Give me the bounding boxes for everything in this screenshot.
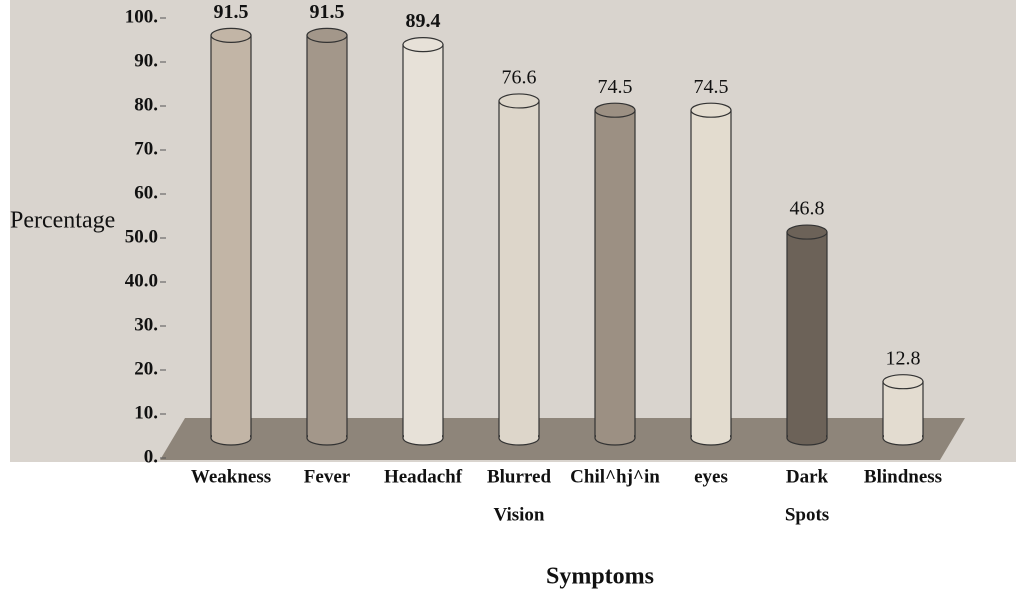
x-tick-label: Spots xyxy=(785,504,829,525)
bar xyxy=(306,27,348,446)
data-label: 74.5 xyxy=(598,76,633,98)
y-tick-label: 80. xyxy=(134,94,158,115)
x-tick-label: Chil^hj^in xyxy=(570,466,660,487)
y-tick-label: 40.0 xyxy=(125,270,158,291)
x-tick-label: Blindness xyxy=(864,466,942,487)
data-label: 46.8 xyxy=(790,198,825,220)
data-label: 12.8 xyxy=(886,347,921,369)
x-axis-label: Symptoms xyxy=(546,564,654,590)
x-tick-label: Fever xyxy=(304,466,351,487)
x-tick-label: Vision xyxy=(493,504,544,525)
data-label: 89.4 xyxy=(406,10,441,32)
bar xyxy=(210,27,252,446)
y-tick-label: 100. xyxy=(125,6,158,27)
y-tick-label: 70. xyxy=(134,138,158,159)
data-label: 74.5 xyxy=(694,76,729,98)
x-tick-label: Weakness xyxy=(191,466,271,487)
data-label: 76.6 xyxy=(502,67,537,89)
bar xyxy=(402,37,444,446)
bar xyxy=(594,102,636,446)
y-tick-label: 50.0 xyxy=(125,226,158,247)
bar xyxy=(498,93,540,446)
data-label: 91.5 xyxy=(214,1,249,23)
x-tick-label: Headachf xyxy=(384,466,463,487)
y-axis-label: Percentage xyxy=(10,208,115,234)
bar xyxy=(786,224,828,446)
bar xyxy=(882,374,924,446)
bar xyxy=(690,102,732,446)
y-tick-label: 20. xyxy=(134,358,158,379)
x-tick-label: eyes xyxy=(694,466,728,487)
data-label: 91.5 xyxy=(310,1,345,23)
y-tick-label: 30. xyxy=(134,314,158,335)
y-tick-label: 0. xyxy=(144,446,158,467)
y-tick-label: 10. xyxy=(134,402,158,423)
y-tick-label: 90. xyxy=(134,50,158,71)
x-tick-label: Blurred xyxy=(487,466,551,487)
y-tick-label: 60. xyxy=(134,182,158,203)
x-tick-label: Dark xyxy=(786,466,829,487)
floor xyxy=(160,418,965,460)
